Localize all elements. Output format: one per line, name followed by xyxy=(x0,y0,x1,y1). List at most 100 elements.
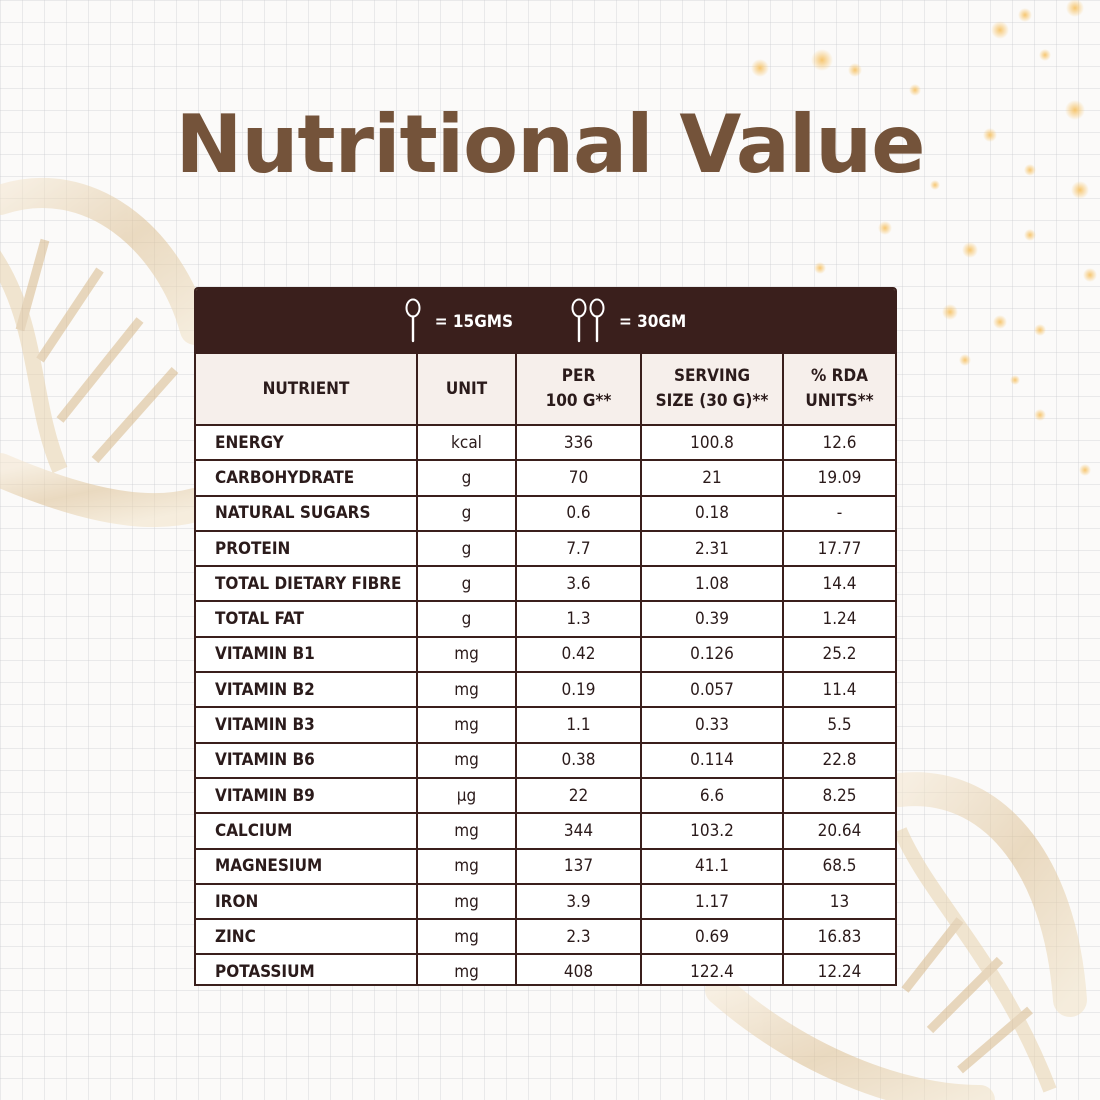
header-unit: UNIT xyxy=(416,354,517,426)
rda-cell: 16.83 xyxy=(782,918,895,956)
per-100g-cell: 0.6 xyxy=(515,494,642,532)
unit-cell: mg xyxy=(416,847,517,885)
nutrition-table-card: = 15GMS = 30GM NUTRIENT UNIT xyxy=(194,287,897,986)
per-100g-cell: 137 xyxy=(515,847,642,885)
rda-cell: 11.4 xyxy=(782,671,895,709)
page-title: Nutritional Value xyxy=(175,98,925,191)
table-row: VITAMIN B3 mg 1.1 0.33 5.5 xyxy=(196,706,895,744)
unit-cell: g xyxy=(416,529,517,568)
nutrient-name: VITAMIN B1 xyxy=(196,635,418,674)
nutrient-name: POTASSIUM xyxy=(196,953,418,984)
unit-cell: mg xyxy=(416,741,517,779)
table-row: ZINC mg 2.3 0.69 16.83 xyxy=(196,918,895,956)
serving-cell: 103.2 xyxy=(640,812,784,850)
unit-cell: g xyxy=(416,494,517,532)
legend-text-30gm: = 30GM xyxy=(619,311,687,332)
table-row: POTASSIUM mg 408 122.4 12.24 xyxy=(196,953,895,984)
table-row: TOTAL DIETARY FIBRE g 3.6 1.08 14.4 xyxy=(196,565,895,603)
serving-cell: 41.1 xyxy=(640,847,784,885)
rda-cell: 1.24 xyxy=(782,600,895,638)
nutrient-name: VITAMIN B6 xyxy=(196,741,418,779)
legend-text-15gms: = 15GMS xyxy=(434,311,513,332)
unit-cell: mg xyxy=(416,635,517,674)
unit-cell: mg xyxy=(416,671,517,709)
per-100g-cell: 3.9 xyxy=(515,882,642,921)
per-100g-cell: 336 xyxy=(515,423,642,462)
serving-cell: 0.69 xyxy=(640,918,784,956)
serving-cell: 0.39 xyxy=(640,600,784,638)
rda-cell: 13 xyxy=(782,882,895,921)
table-row: VITAMIN B2 mg 0.19 0.057 11.4 xyxy=(196,671,895,709)
unit-cell: mg xyxy=(416,953,517,984)
serving-cell: 1.17 xyxy=(640,882,784,921)
rda-cell: - xyxy=(782,494,895,532)
table-row: VITAMIN B6 mg 0.38 0.114 22.8 xyxy=(196,741,895,779)
spoon-icon xyxy=(589,298,605,342)
rda-cell: 12.24 xyxy=(782,953,895,984)
per-100g-cell: 2.3 xyxy=(515,918,642,956)
unit-cell: kcal xyxy=(416,423,517,462)
per-100g-cell: 1.3 xyxy=(515,600,642,638)
serving-cell: 0.126 xyxy=(640,635,784,674)
header-nutrient: NUTRIENT xyxy=(196,354,418,426)
rda-cell: 8.25 xyxy=(782,776,895,815)
nutrient-name: PROTEIN xyxy=(196,529,418,568)
rda-cell: 25.2 xyxy=(782,635,895,674)
rda-cell: 17.77 xyxy=(782,529,895,568)
spoon-icon xyxy=(405,298,421,342)
per-100g-cell: 70 xyxy=(515,459,642,497)
table-row: VITAMIN B9 µg 22 6.6 8.25 xyxy=(196,776,895,815)
table-row: TOTAL FAT g 1.3 0.39 1.24 xyxy=(196,600,895,638)
unit-cell: µg xyxy=(416,776,517,815)
serving-cell: 122.4 xyxy=(640,953,784,984)
unit-cell: g xyxy=(416,459,517,497)
nutrient-name: IRON xyxy=(196,882,418,921)
spoon-icon-group xyxy=(405,298,421,346)
per-100g-cell: 0.42 xyxy=(515,635,642,674)
table-row: CALCIUM mg 344 103.2 20.64 xyxy=(196,812,895,850)
rda-cell: 22.8 xyxy=(782,741,895,779)
rda-cell: 20.64 xyxy=(782,812,895,850)
nutrient-name: MAGNESIUM xyxy=(196,847,418,885)
per-100g-cell: 408 xyxy=(515,953,642,984)
table-row: CARBOHYDRATE g 70 21 19.09 xyxy=(196,459,895,497)
header-per-100g: PER 100 G** xyxy=(515,354,642,426)
serving-cell: 21 xyxy=(640,459,784,497)
serving-cell: 0.114 xyxy=(640,741,784,779)
gold-sparkles xyxy=(751,0,1097,476)
nutrient-name: TOTAL DIETARY FIBRE xyxy=(196,565,418,603)
per-100g-cell: 0.19 xyxy=(515,671,642,709)
table-row: ENERGY kcal 336 100.8 12.6 xyxy=(196,423,895,462)
serving-cell: 2.31 xyxy=(640,529,784,568)
table-row: PROTEIN g 7.7 2.31 17.77 xyxy=(196,529,895,568)
serving-cell: 0.057 xyxy=(640,671,784,709)
rda-cell: 5.5 xyxy=(782,706,895,744)
unit-cell: mg xyxy=(416,882,517,921)
table-row: IRON mg 3.9 1.17 13 xyxy=(196,882,895,921)
nutrient-name: ENERGY xyxy=(196,423,418,462)
unit-cell: mg xyxy=(416,812,517,850)
unit-cell: g xyxy=(416,600,517,638)
per-100g-cell: 3.6 xyxy=(515,565,642,603)
dna-helix-bottom-right xyxy=(705,772,1087,1100)
serving-cell: 6.6 xyxy=(640,776,784,815)
serving-cell: 0.33 xyxy=(640,706,784,744)
serving-legend-bar: = 15GMS = 30GM xyxy=(196,289,895,354)
rda-cell: 19.09 xyxy=(782,459,895,497)
nutrient-name: CARBOHYDRATE xyxy=(196,459,418,497)
nutrient-name: ZINC xyxy=(196,918,418,956)
serving-cell: 0.18 xyxy=(640,494,784,532)
nutrition-table: NUTRIENT UNIT PER 100 G** SERVING SIZE (… xyxy=(196,354,895,984)
unit-cell: g xyxy=(416,565,517,603)
table-row: NATURAL SUGARS g 0.6 0.18 - xyxy=(196,494,895,532)
nutrient-name: VITAMIN B2 xyxy=(196,671,418,709)
rda-cell: 68.5 xyxy=(782,847,895,885)
nutrient-name: TOTAL FAT xyxy=(196,600,418,638)
per-100g-cell: 22 xyxy=(515,776,642,815)
table-header-row: NUTRIENT UNIT PER 100 G** SERVING SIZE (… xyxy=(196,354,895,426)
rda-cell: 14.4 xyxy=(782,565,895,603)
double-spoon-icon-group xyxy=(571,298,605,346)
serving-cell: 1.08 xyxy=(640,565,784,603)
table-row: MAGNESIUM mg 137 41.1 68.5 xyxy=(196,847,895,885)
